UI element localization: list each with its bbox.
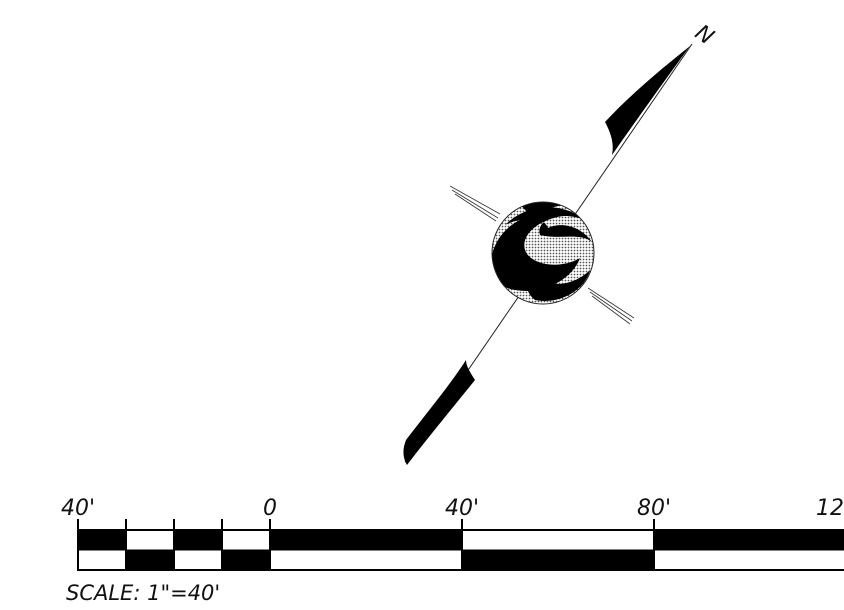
scale-cell xyxy=(126,550,174,570)
scale-cell xyxy=(78,530,126,550)
scale-label: 40' xyxy=(445,496,479,521)
arrow-head xyxy=(605,46,690,155)
north-label: N xyxy=(690,20,718,50)
scale-cell xyxy=(174,530,222,550)
scale-label: 80' xyxy=(637,496,671,521)
scale-label: 40' xyxy=(61,496,95,521)
scale-cell xyxy=(462,550,654,570)
north-arrow: N xyxy=(403,20,718,465)
scale-caption: SCALE: 1"=40' xyxy=(66,581,220,605)
scale-cell xyxy=(174,550,222,570)
scale-cell xyxy=(222,550,270,570)
arrow-tail xyxy=(403,360,475,465)
globe xyxy=(491,201,595,305)
scale-cell xyxy=(78,550,126,570)
cross-ticks xyxy=(449,185,635,325)
scale-cell xyxy=(270,550,462,570)
scale-cell xyxy=(654,550,844,570)
scale-label: 12 xyxy=(816,496,844,521)
scale-cell xyxy=(126,530,174,550)
scale-cell xyxy=(462,530,654,550)
scale-bar: 40' 0 40' 80' 12 SCALE: 1"=40' xyxy=(61,496,844,605)
scale-cell xyxy=(222,530,270,550)
scale-cell xyxy=(654,530,844,550)
scale-cell xyxy=(270,530,462,550)
scale-label: 0 xyxy=(263,496,277,521)
